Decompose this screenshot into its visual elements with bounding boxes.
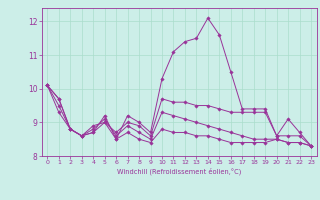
X-axis label: Windchill (Refroidissement éolien,°C): Windchill (Refroidissement éolien,°C) <box>117 168 241 175</box>
